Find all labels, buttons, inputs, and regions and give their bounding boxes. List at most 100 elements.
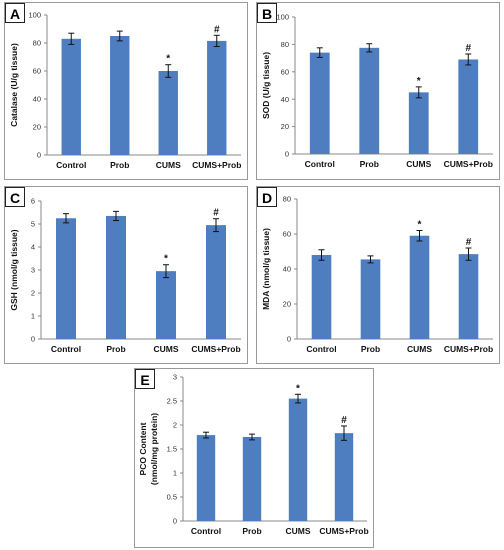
y-tick-label: 20	[33, 123, 41, 132]
chart-svg: 0 20 40 60 80 Control Prob * CUMS # CUMS+Prob MDA (…	[261, 195, 493, 354]
significance-label: *	[418, 220, 422, 231]
significance-label: *	[417, 76, 421, 87]
bar	[409, 235, 430, 339]
category-label: CUMS+Prob	[444, 159, 493, 169]
y-tick-label: 2	[31, 289, 35, 298]
y-tick-label: 2.5	[167, 397, 177, 406]
panel-label: A	[5, 3, 25, 23]
y-tick-label: 20	[283, 300, 291, 309]
panel-b: 0 20 40 60 80 100 Control Prob * CUMS # CUMS+Prob SO…	[256, 2, 500, 180]
y-tick-label: 1	[173, 469, 177, 478]
panel-label: B	[257, 3, 277, 23]
category-label: CUMS	[407, 344, 432, 354]
y-tick-label: 20	[281, 122, 289, 131]
chart-svg: 0 20 40 60 80 100 Control Prob * CUMS # CUMS+Prob SO…	[261, 13, 493, 169]
significance-label: #	[465, 43, 471, 54]
category-label: CUMS+Prob	[191, 344, 240, 354]
bar	[206, 225, 226, 339]
category-label: Control	[305, 159, 335, 169]
y-tick-label: 60	[33, 67, 41, 76]
y-axis-title: GSH (nmol/g tissue)	[9, 229, 19, 310]
y-tick-label: 40	[33, 95, 41, 104]
bar	[196, 435, 216, 521]
category-label: CUMS+Prob	[319, 526, 368, 536]
category-label: Prob	[360, 159, 379, 169]
panel-d: 0 20 40 60 80 Control Prob * CUMS # CUMS+Prob MDA (…	[256, 186, 500, 364]
y-tick-label: 100	[28, 11, 41, 20]
panel-label: C	[5, 187, 25, 207]
significance-label: *	[166, 54, 170, 65]
panel-a: 0 20 40 60 80 100 Control Prob * CUMS # CUMS+Prob Ca…	[4, 2, 248, 180]
y-tick-label: 0	[173, 517, 177, 526]
y-axis-title: PCO Content(nmol/mg protein)	[138, 413, 159, 485]
y-tick-label: 5	[31, 220, 35, 229]
y-tick-label: 4	[31, 243, 35, 252]
y-tick-label: 60	[281, 67, 289, 76]
significance-label: #	[466, 237, 472, 248]
y-tick-label: 3	[173, 373, 177, 382]
bar	[408, 92, 429, 154]
y-tick-label: 6	[31, 197, 35, 206]
bar	[156, 271, 176, 339]
y-axis-title: SOD (U/g tissue)	[261, 52, 271, 119]
bar	[61, 38, 81, 155]
y-tick-label: 0	[287, 335, 291, 344]
bar	[311, 255, 332, 339]
category-label: CUMS	[153, 344, 178, 354]
category-label: Control	[191, 526, 221, 536]
bar	[288, 398, 308, 521]
panel-label: E	[135, 369, 155, 389]
y-tick-label: 40	[283, 265, 291, 274]
category-label: CUMS	[156, 160, 181, 170]
significance-label: *	[164, 254, 168, 265]
bar	[207, 40, 227, 155]
category-label: CUMS	[406, 159, 431, 169]
y-tick-label: 1	[31, 312, 35, 321]
bar	[158, 71, 178, 155]
chart-svg: 0 1 2 3 4 5 6 Control Prob * CUMS # CUMS+Prob GSH (nm…	[9, 197, 241, 354]
y-tick-label: 100	[276, 13, 289, 22]
category-label: Control	[51, 344, 81, 354]
bar	[242, 437, 262, 521]
y-axis-title: Catalase (U/g tissue)	[9, 43, 19, 127]
y-axis-title: MDA (nmol/g tissue)	[261, 228, 271, 310]
category-label: Prob	[242, 526, 261, 536]
y-tick-label: 60	[283, 230, 291, 239]
significance-label: *	[296, 383, 300, 394]
bar	[106, 215, 126, 339]
category-label: CUMS	[285, 526, 310, 536]
bar	[360, 259, 381, 339]
y-tick-label: 3	[31, 266, 35, 275]
panel-label: D	[257, 187, 277, 207]
bar	[334, 433, 354, 521]
y-tick-label: 80	[283, 195, 291, 204]
chart-svg: 0 0.5 1 1.5 2 2.5 3 Control Prob * CUMS # CUMS+Prob P…	[138, 373, 369, 536]
bar	[309, 52, 330, 155]
category-label: Control	[56, 160, 86, 170]
significance-label: #	[213, 208, 219, 219]
chart-svg: 0 20 40 60 80 100 Control Prob * CUMS # CUMS+Prob Ca…	[9, 11, 241, 170]
bar	[458, 59, 479, 154]
significance-label: #	[341, 415, 347, 426]
panel-e: 0 0.5 1 1.5 2 2.5 3 Control Prob * CUMS # CUMS+Prob P…	[134, 368, 374, 548]
y-tick-label: 0	[37, 151, 41, 160]
category-label: Prob	[110, 160, 129, 170]
y-tick-label: 40	[281, 95, 289, 104]
bar	[56, 218, 76, 339]
category-label: Prob	[361, 344, 380, 354]
y-tick-label: 80	[33, 39, 41, 48]
category-label: CUMS+Prob	[444, 344, 493, 354]
y-tick-label: 0.5	[167, 493, 177, 502]
bar	[359, 47, 380, 155]
y-tick-label: 80	[281, 40, 289, 49]
bar	[458, 254, 479, 339]
category-label: Prob	[106, 344, 125, 354]
category-label: Control	[306, 344, 336, 354]
bar	[110, 36, 130, 155]
y-tick-label: 0	[31, 335, 35, 344]
category-label: CUMS+Prob	[192, 160, 241, 170]
panel-c: 0 1 2 3 4 5 6 Control Prob * CUMS # CUMS+Prob GSH (nm…	[4, 186, 248, 364]
y-tick-label: 2	[173, 421, 177, 430]
y-tick-label: 0	[285, 150, 289, 159]
y-tick-label: 1.5	[167, 445, 177, 454]
